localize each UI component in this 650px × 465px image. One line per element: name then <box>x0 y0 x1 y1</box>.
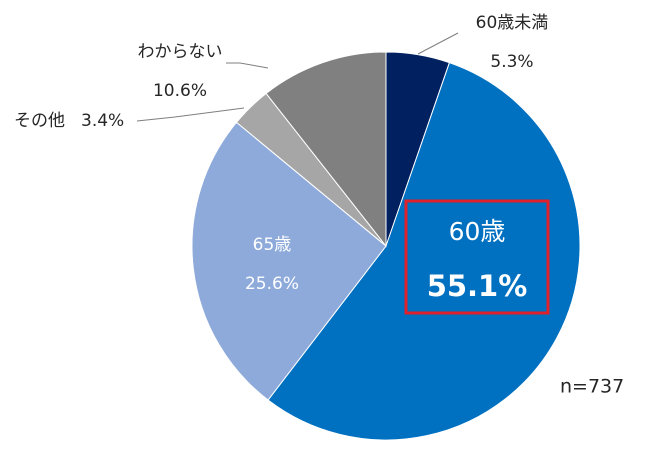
slice-label: 65歳 <box>253 235 292 255</box>
pie-slice <box>265 51 387 248</box>
sample-size: n=737 <box>560 376 624 398</box>
slice-label: わからない <box>138 42 223 62</box>
value-label: 5.3% <box>490 52 533 72</box>
slice-label: 60歳未満 <box>476 13 549 33</box>
leader-line <box>417 32 459 55</box>
leader-line <box>226 62 269 69</box>
value-label: 25.6% <box>245 274 299 294</box>
leader-line <box>136 107 245 122</box>
value-label: 55.1% <box>427 269 528 303</box>
pie <box>191 51 581 441</box>
value-label: 10.6% <box>153 81 207 101</box>
slice-label: 60歳 <box>449 217 506 246</box>
value-label: 3.4% <box>81 111 124 131</box>
slice-label: その他 <box>14 111 65 131</box>
pie-slice <box>267 62 581 441</box>
pie-slice <box>191 121 387 401</box>
highlight-box <box>404 199 550 315</box>
